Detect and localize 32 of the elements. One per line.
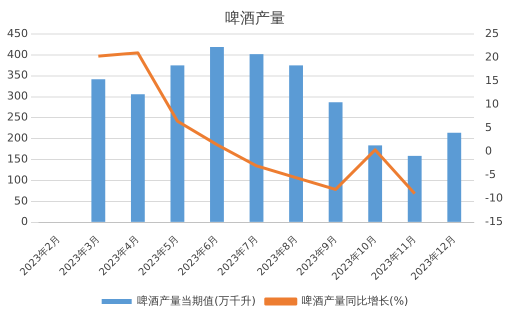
y2-tick-label: -15	[485, 215, 503, 228]
bar	[447, 132, 462, 222]
y2-tick-label: -10	[485, 192, 503, 205]
y-tick-label: 300	[6, 90, 28, 103]
bar	[130, 94, 145, 222]
y-tick-label: 250	[6, 110, 28, 124]
bar	[91, 79, 106, 222]
y-tick-label: 50	[14, 194, 28, 208]
bar	[328, 102, 343, 222]
bar	[289, 65, 303, 222]
y-tick-label: 400	[6, 48, 28, 61]
y-tick-label: 0	[20, 215, 28, 228]
bar	[368, 145, 382, 222]
y2-tick-label: -5	[485, 168, 496, 182]
y2-tick-label: 0	[485, 144, 492, 158]
y2-tick-label: 20	[485, 50, 500, 64]
y2-tick-label: 10	[485, 98, 500, 110]
y-tick-label: 150	[6, 152, 28, 166]
chart-title: 啤酒产量	[225, 8, 285, 27]
legend-label: 啤酒产量同比增长(%)	[301, 294, 408, 308]
legend-label: 啤酒产量当期值(万千升)	[137, 294, 256, 308]
y-tick-label: 450	[6, 26, 28, 40]
bar	[250, 54, 264, 222]
y2-tick-label: 5	[485, 121, 492, 134]
y-tick-label: 200	[6, 132, 28, 145]
bar	[170, 65, 184, 222]
y-tick-label: 350	[6, 68, 28, 82]
y2-tick-label: 25	[485, 26, 500, 40]
bar	[408, 156, 422, 222]
y2-tick-label: 15	[485, 74, 500, 87]
y-tick-label: 100	[6, 173, 28, 186]
bar	[210, 46, 224, 222]
